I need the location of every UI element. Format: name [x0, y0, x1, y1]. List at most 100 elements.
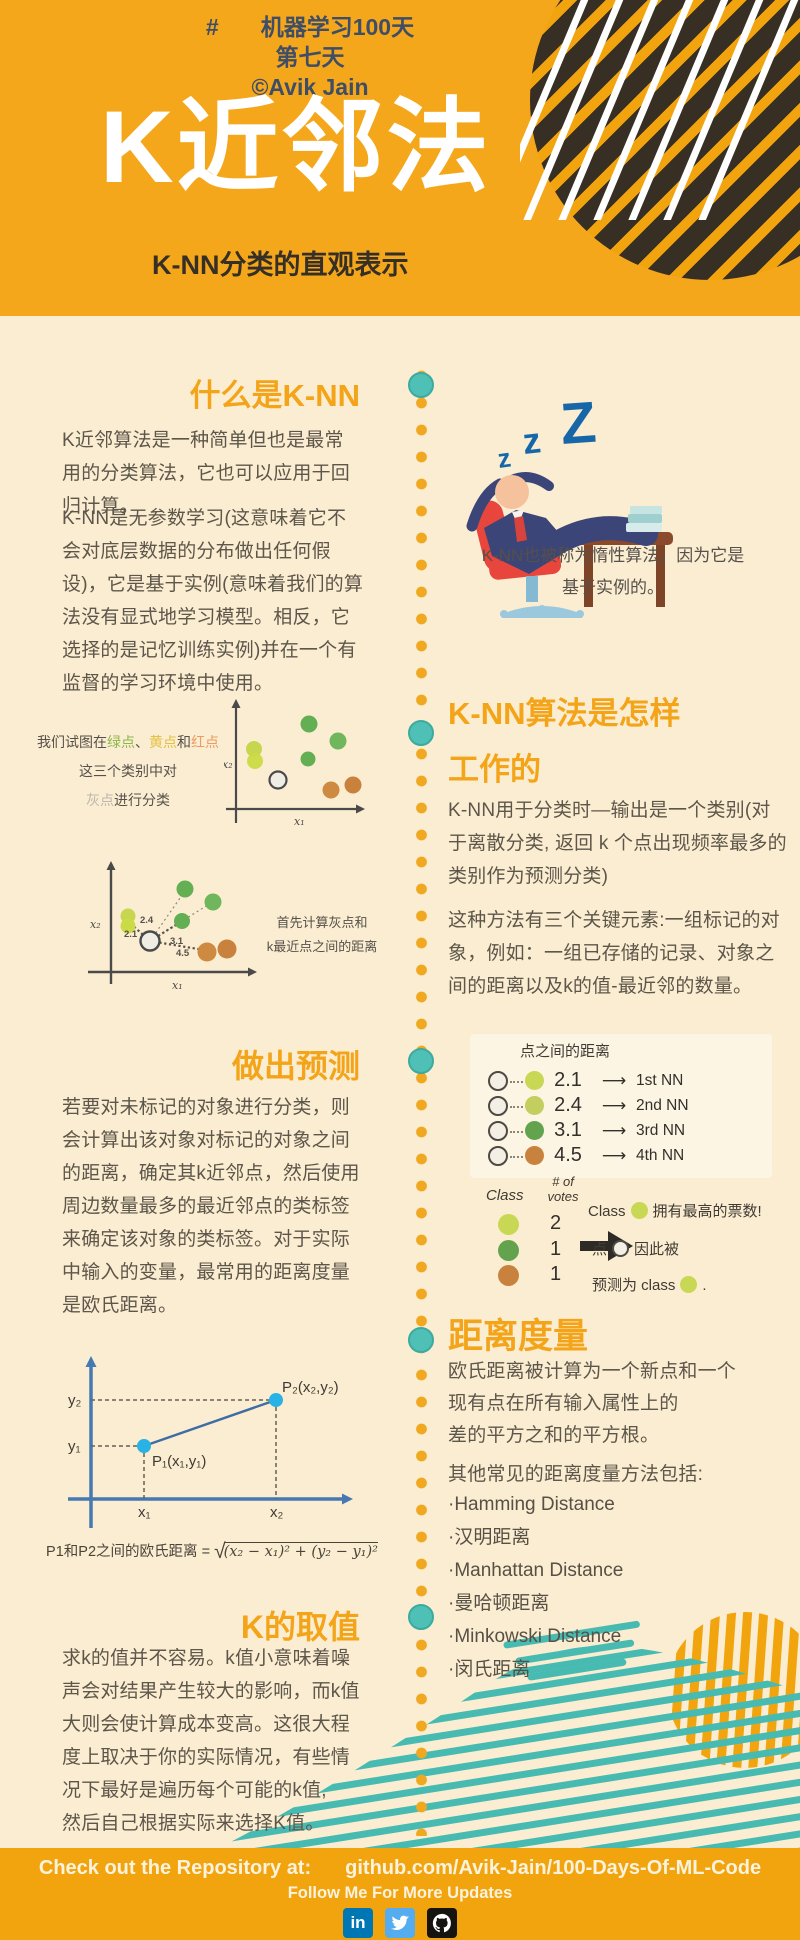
tie: [514, 516, 527, 542]
green-class-points: [174, 880, 222, 929]
page-title: K近邻法: [100, 90, 492, 204]
vote-count: 1: [550, 1263, 562, 1285]
list-item: ·Manhattan Distance: [448, 1560, 624, 1581]
section-marker-dot: [408, 1048, 434, 1074]
distance-value-labels: 2.4 2.1 3.1 4.5: [124, 915, 190, 959]
header-banner: # 机器学习100天 第七天 ©Avik Jain K近邻法 K-NN分类的直观表…: [0, 0, 800, 316]
x-axis-label: x₁: [294, 815, 305, 828]
query-point-circle: [488, 1095, 508, 1116]
what-paragraph-2: K-NN是无参数学习(这意味着它不会对底层数据的分布做出任何假设)，它是基于实例…: [62, 508, 364, 694]
rank-label: 4th NN: [636, 1146, 685, 1164]
plot1-caption-line3: 灰点进行分类: [86, 792, 170, 808]
illustration-caption: K-NN也被称为惰性算法，因为它是 基于实例的。: [481, 546, 745, 597]
winner-class-dot: [630, 1202, 648, 1219]
twitter-icon[interactable]: [385, 1908, 415, 1938]
table-row: 4.5 ⟶ 4th NN: [488, 1143, 780, 1168]
svg-text:2.1: 2.1: [124, 929, 138, 940]
arrow-right-icon: ⟶: [601, 1145, 627, 1165]
list-item: ·Hamming Distance: [448, 1494, 615, 1515]
distance-computation-figure: x₂ x₁ 2.4 2.1 3.1: [66, 856, 401, 996]
svg-text:Z: Z: [558, 390, 598, 457]
right-column: z z Z K-NN也被称为惰性算法，因为它是 基于实例的。 K-NN算法是怎样…: [448, 316, 793, 1848]
red-point-word: 红点: [191, 734, 219, 750]
green-point-word: 绿点: [107, 734, 135, 750]
vote-result-line1: Class 拥有最高的票数!: [588, 1202, 762, 1220]
dotted-leader: [510, 1104, 523, 1108]
x-axis-label: x₁: [172, 979, 183, 992]
vote-result-line3: 预测为 class.: [592, 1276, 707, 1294]
point-p1: [137, 1439, 151, 1453]
lazy-algorithm-illustration: z z Z: [466, 390, 673, 618]
x2-tick-label: x₂: [270, 1504, 284, 1521]
scatter-plot-classes: x₂ x₁: [224, 699, 365, 828]
yellow-class-points: [246, 741, 263, 769]
query-gray-point: [139, 930, 161, 952]
euclidean-distance-diagram: y₂ y₁ x₁ x₂ P₂(x₂,y₂) P₁(x₁,y₁): [68, 1356, 353, 1528]
yellow-point-word: 黄点: [149, 734, 177, 750]
vote-result-line2: 点因此被: [592, 1240, 680, 1258]
how-paragraph-2: 这种方法有三个关键元素:一组标记的对象，例如：一组已存储的记录、对象之间的距离以…: [448, 910, 780, 997]
projection-dashed-lines: [91, 1399, 277, 1499]
table-row: 2.4 ⟶ 2nd NN: [488, 1093, 780, 1118]
arrow-right-icon: ⟶: [601, 1120, 627, 1140]
dotted-leader: [510, 1079, 523, 1083]
class-dot-orange: [498, 1265, 519, 1286]
query-point-circle: [488, 1120, 508, 1141]
formula-lhs: P1和P2之间的欧氏距离: [46, 1544, 198, 1560]
choosing-k-paragraph: 求k的值并不容易。k值小意味着噪声会对结果产生较大的影响，而k值大则会使计算成本…: [62, 1648, 360, 1834]
diagonal-lines-decoration: [520, 0, 799, 220]
list-item: ·Minkowski Distance: [448, 1626, 622, 1647]
page-subtitle: K-NN分类的直观表示: [152, 250, 409, 280]
follow-label: Follow Me For More Updates: [287, 1884, 513, 1902]
torso: [484, 510, 572, 574]
point-p2: [269, 1393, 283, 1407]
orange-class-points: [322, 776, 362, 799]
svg-text:4.5: 4.5: [176, 948, 190, 959]
distance-table: 点之间的距离 2.1 ⟶ 1st NN 2.4 ⟶ 2nd NN 3.1 ⟶: [488, 1040, 780, 1168]
classification-intro-figure: 我们试图在绿点、黄点和红点 这三个类别中对 灰点进行分类 x₂ x₁: [32, 696, 370, 828]
rank-label: 3rd NN: [636, 1121, 686, 1139]
formula-radicand: (x₂ − x₁)² + (y₂ − y₁)²: [223, 1542, 378, 1560]
arrow-right-icon: ⟶: [601, 1070, 627, 1090]
distance-value: 2.1: [554, 1069, 582, 1091]
section-marker-dot: [408, 372, 434, 398]
svg-text:3.1: 3.1: [170, 936, 184, 947]
table-leg-left: [584, 543, 593, 607]
vote-count: 1: [550, 1238, 562, 1260]
plot2-caption: 首先计算灰点和 k最近点之间的距离: [266, 915, 378, 954]
github-icon[interactable]: [427, 1908, 457, 1938]
y-axis-label: x₂: [90, 918, 101, 931]
content-body: 什么是K-NN K近邻算法是一种简单但也是最常用的分类算法，它也可以应用于回归计…: [0, 316, 800, 1848]
euclidean-formula: P1和P2之间的欧氏距离 = √(x₂ − x₁)² + (y₂ − y₁)²: [37, 1540, 387, 1564]
section-heading-what-is-knn: 什么是K-NN: [189, 378, 361, 413]
y2-tick-label: y₂: [68, 1392, 82, 1409]
repository-line: Check out the Repository at: github.com/…: [0, 1848, 800, 1880]
scatter-plot-distances: x₂ x₁ 2.4 2.1 3.1: [88, 861, 257, 992]
svg-text:z: z: [521, 419, 543, 462]
hash-icon: #: [205, 14, 219, 40]
credit-label: ©Avik Jain: [251, 74, 369, 100]
neighbor-dot-green: [525, 1121, 544, 1140]
query-point-circle: [488, 1070, 508, 1091]
section-heading-choosing-k: K的取值: [240, 1609, 360, 1645]
voting-result-figure: Class # of votes 2 1 1 Class 拥有最高的票数! 点因此…: [482, 1174, 787, 1314]
rank-label: 2nd NN: [636, 1096, 689, 1114]
linkedin-icon[interactable]: in: [343, 1908, 373, 1938]
sqrt-symbol: √: [214, 1540, 226, 1563]
section-heading-make-prediction: 做出预测: [231, 1048, 360, 1084]
class-dot-yellow: [498, 1214, 519, 1235]
series-title: 机器学习100天: [260, 14, 415, 40]
left-column: 什么是K-NN K近邻算法是一种简单但也是最常用的分类算法，它也可以应用于回归计…: [37, 316, 378, 1848]
class-dot-green: [498, 1240, 519, 1261]
repo-url-link[interactable]: github.com/Avik-Jain/100-Days-Of-ML-Code: [345, 1857, 762, 1879]
query-point-circle: [488, 1145, 508, 1166]
section-heading-distance-metric: 距离度量: [448, 1317, 589, 1356]
metric-paragraph: 欧氏距离被计算为一个新点和一个 现有点在所有输入属性上的 差的平方之和的平方根。: [448, 1361, 737, 1446]
table-row: 2.1 ⟶ 1st NN: [488, 1068, 780, 1093]
y-axis-label: x₂: [224, 758, 233, 771]
y1-tick-label: y₁: [68, 1438, 81, 1455]
day-label: 第七天: [275, 44, 345, 70]
footer-bar: Check out the Repository at: github.com/…: [0, 1848, 800, 1940]
predicted-class-dot: [680, 1276, 698, 1293]
